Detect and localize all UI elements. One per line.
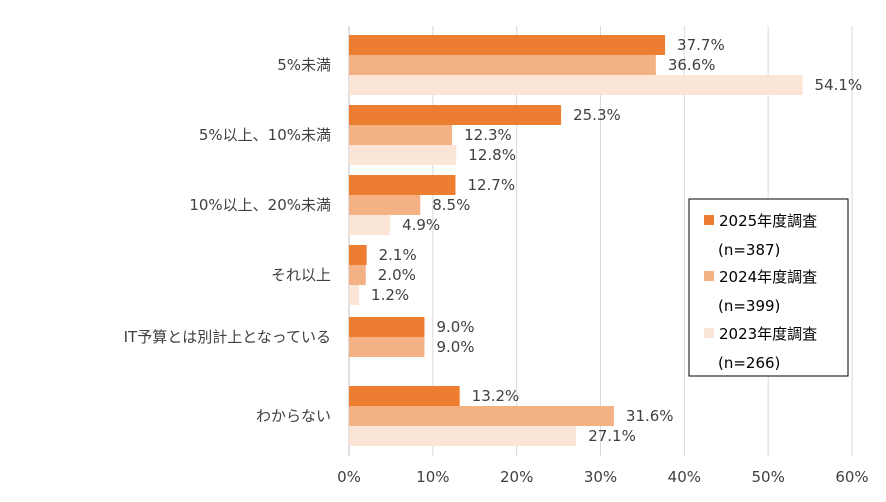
bar: [349, 386, 460, 406]
category-label: わからない: [256, 407, 331, 425]
category-label: 5%未満: [277, 56, 331, 74]
x-tick-labels: 0% 10% 20% 30% 40% 50% 60%: [337, 468, 869, 486]
data-label: 1.2%: [371, 286, 409, 304]
x-tick-label: 20%: [500, 468, 533, 486]
data-label: 8.5%: [432, 196, 470, 214]
legend-box: [688, 198, 849, 377]
bar: [349, 35, 666, 55]
bar: [349, 55, 656, 75]
bars: [349, 35, 803, 446]
legend-label-2023: 2023年度調査: [719, 325, 817, 343]
data-label: 13.2%: [472, 387, 520, 405]
legend-label-2025: 2025年度調査: [719, 212, 817, 230]
category-label: 5%以上、10%未満: [199, 126, 331, 144]
bar: [349, 406, 614, 426]
data-label: 25.3%: [573, 106, 621, 124]
legend-label-2024: 2024年度調査: [719, 268, 817, 286]
category-label: IT予算とは別計上となっている: [124, 328, 331, 346]
legend: 2025年度調査 (n=387) 2024年度調査 (n=399) 2023年度…: [688, 198, 849, 377]
bar: [349, 145, 457, 165]
data-label: 31.6%: [626, 407, 674, 425]
legend-sample-2023: (n=266): [718, 354, 780, 372]
bar: [349, 215, 391, 235]
data-label: 4.9%: [402, 216, 440, 234]
data-label: 9.0%: [436, 318, 474, 336]
bar: [349, 245, 367, 265]
value-labels: 37.7% 36.6% 54.1% 25.3% 12.3% 12.8% 12.7% 8.5% 4…: [371, 36, 862, 445]
data-label: 12.8%: [468, 146, 516, 164]
x-tick-label: 30%: [584, 468, 617, 486]
bar: [349, 426, 577, 446]
data-label: 2.0%: [378, 266, 416, 284]
bar: [349, 265, 366, 285]
x-tick-label: 60%: [835, 468, 868, 486]
legend-sample-2024: (n=399): [718, 297, 780, 315]
bar: [349, 175, 456, 195]
bar: [349, 195, 421, 215]
bar: [349, 285, 360, 305]
legend-sample-2025: (n=387): [718, 241, 780, 259]
data-label: 27.1%: [588, 427, 636, 445]
data-label: 12.3%: [464, 126, 512, 144]
x-tick-label: 50%: [751, 468, 784, 486]
data-label: 12.7%: [467, 176, 515, 194]
bar: [349, 337, 425, 357]
data-label: 36.6%: [668, 56, 716, 74]
x-tick-label: 10%: [416, 468, 449, 486]
x-tick-label: 40%: [668, 468, 701, 486]
bar: [349, 317, 425, 337]
legend-swatch-2025: [704, 215, 714, 225]
category-label: それ以上: [271, 266, 331, 284]
bar: [349, 105, 562, 125]
data-label: 37.7%: [677, 36, 725, 54]
legend-swatch-2024: [704, 271, 714, 281]
legend-swatch-2023: [704, 328, 714, 338]
bar: [349, 75, 803, 95]
category-label: 10%以上、20%未満: [189, 196, 331, 214]
data-label: 54.1%: [815, 76, 863, 94]
data-label: 9.0%: [436, 338, 474, 356]
data-label: 2.1%: [379, 246, 417, 264]
x-tick-label: 0%: [337, 468, 361, 486]
bar: [349, 125, 453, 145]
